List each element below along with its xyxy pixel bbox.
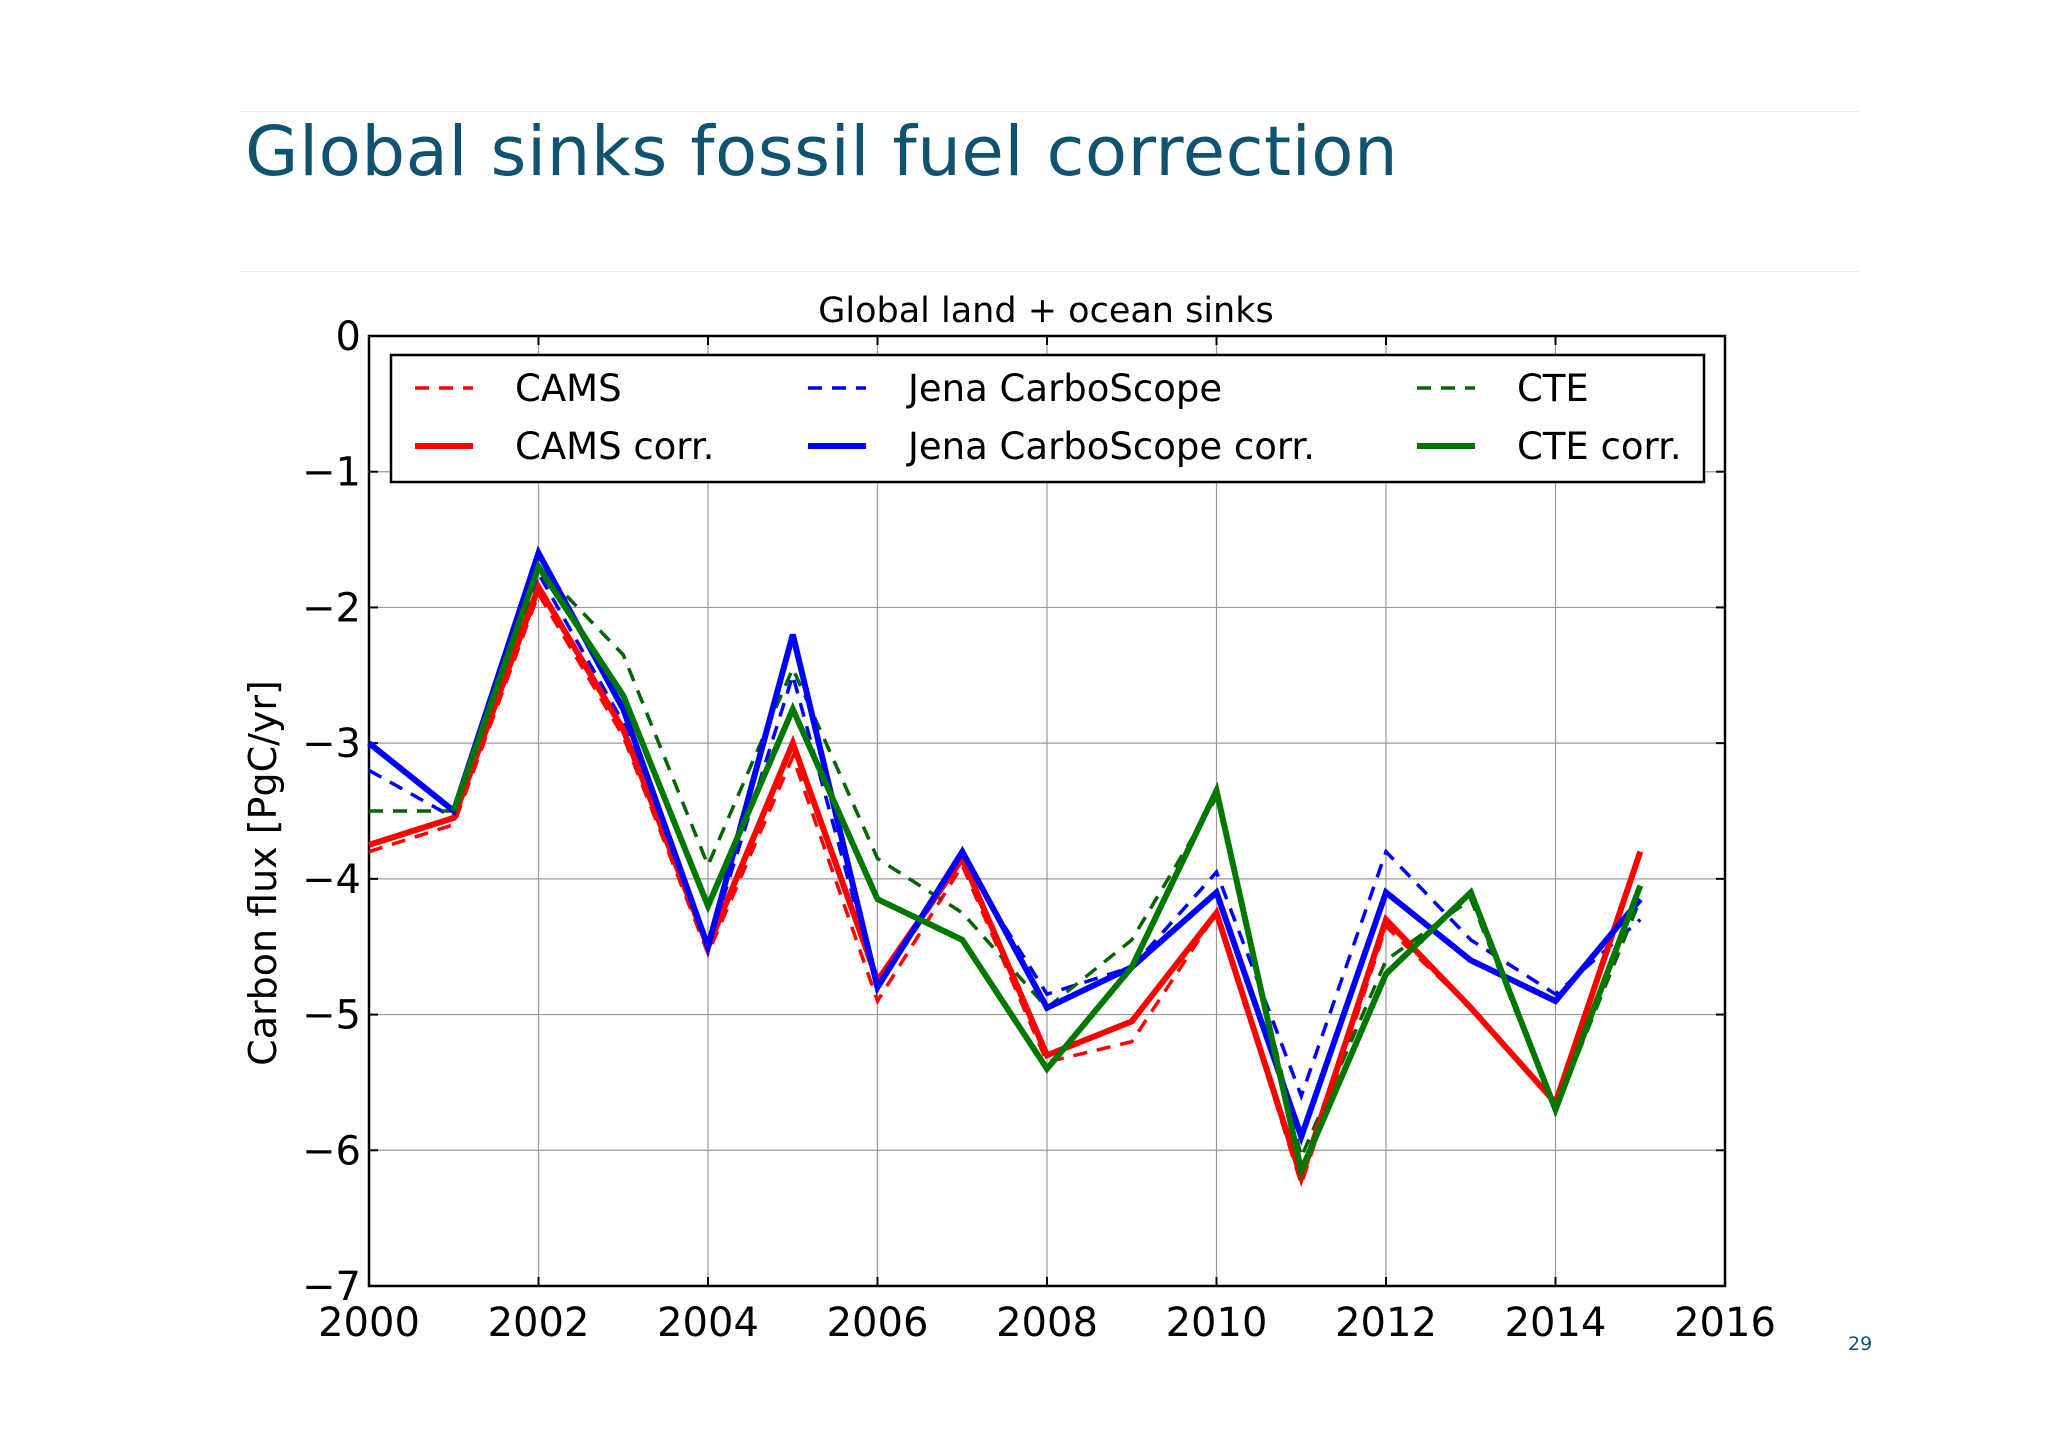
legend-label: CAMS corr. xyxy=(515,425,714,468)
y-tick-label: 0 xyxy=(336,314,361,360)
legend-label: Jena CarboScope xyxy=(906,367,1222,410)
legend-label: CAMS xyxy=(515,367,622,410)
axes: Global land + ocean sinks Carbon flux [P… xyxy=(241,291,1776,1346)
x-tick-label: 2016 xyxy=(1674,1300,1776,1346)
title-top-rule xyxy=(240,111,1860,112)
y-tick-label: −1 xyxy=(302,450,361,496)
series-line-cte-corr xyxy=(450,559,1644,1181)
x-tick-label: 2004 xyxy=(657,1300,759,1346)
page-number: 29 xyxy=(1848,1333,1873,1355)
x-tick-label: 2008 xyxy=(996,1300,1098,1346)
x-tick-label: 2000 xyxy=(318,1300,420,1346)
series-lines xyxy=(367,545,1644,1190)
y-tick-label: −2 xyxy=(302,585,361,631)
series-line-cams-corr xyxy=(368,580,1644,1188)
slide-title: Global sinks fossil fuel correction xyxy=(245,112,1399,192)
y-tick-label: −7 xyxy=(302,1264,361,1310)
legend-label: Jena CarboScope corr. xyxy=(906,425,1315,468)
legend-box xyxy=(389,353,1706,484)
x-tick-label: 2012 xyxy=(1335,1300,1437,1346)
x-tick-label: 2014 xyxy=(1505,1300,1607,1346)
y-tick-label: −6 xyxy=(302,1128,361,1174)
y-tick-label: −5 xyxy=(302,993,361,1039)
chart-title: Global land + ocean sinks xyxy=(818,291,1274,331)
title-bottom-rule xyxy=(240,271,1860,272)
legend-label: CTE xyxy=(1517,367,1589,410)
legend: CAMS Jena CarboScope CTE CAMS corr. Jena Car… xyxy=(389,353,1706,484)
legend-label: CTE corr. xyxy=(1517,425,1682,468)
x-tick-label: 2006 xyxy=(827,1300,929,1346)
y-axis-label: Carbon flux [PgC/yr] xyxy=(241,680,285,1066)
y-tick-label: −4 xyxy=(302,857,361,903)
y-tick-label: −3 xyxy=(302,721,361,767)
x-tick-label: 2002 xyxy=(488,1300,590,1346)
x-tick-label: 2010 xyxy=(1166,1300,1268,1346)
